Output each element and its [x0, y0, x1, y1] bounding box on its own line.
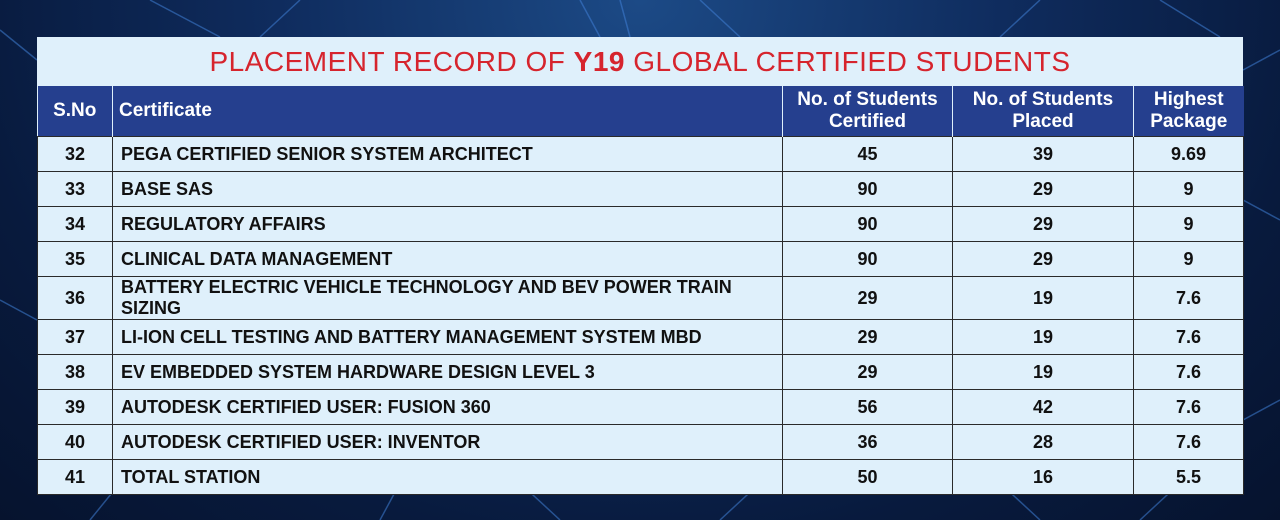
cell-certificate: REGULATORY AFFAIRS — [112, 206, 783, 242]
cell-certificate: BATTERY ELECTRIC VEHICLE TECHNOLOGY AND … — [112, 276, 783, 320]
cell-package: 7.6 — [1133, 319, 1244, 355]
cell-certified: 90 — [782, 206, 953, 242]
cell-placed: 19 — [952, 276, 1134, 320]
cell-certified: 90 — [782, 241, 953, 277]
cell-certified: 29 — [782, 319, 953, 355]
page-title: PLACEMENT RECORD OF Y19 GLOBAL CERTIFIED… — [37, 37, 1243, 86]
cell-certificate: LI-ION CELL TESTING AND BATTERY MANAGEME… — [112, 319, 783, 355]
table-row: 35 CLINICAL DATA MANAGEMENT 90 29 9 — [37, 241, 1244, 277]
table-row: 33 BASE SAS 90 29 9 — [37, 171, 1244, 207]
cell-package: 5.5 — [1133, 459, 1244, 495]
cell-package: 7.6 — [1133, 354, 1244, 390]
cell-sno: 38 — [37, 354, 113, 390]
column-header-placed: No. of Students Placed — [952, 86, 1134, 137]
cell-sno: 35 — [37, 241, 113, 277]
cell-sno: 41 — [37, 459, 113, 495]
placement-record-panel: PLACEMENT RECORD OF Y19 GLOBAL CERTIFIED… — [37, 37, 1244, 495]
table-row: 40 AUTODESK CERTIFIED USER: INVENTOR 36 … — [37, 424, 1244, 460]
cell-package: 9.69 — [1133, 136, 1244, 172]
cell-package: 7.6 — [1133, 276, 1244, 320]
column-header-sno: S.No — [37, 86, 113, 137]
cell-placed: 28 — [952, 424, 1134, 460]
table-row: 38 EV EMBEDDED SYSTEM HARDWARE DESIGN LE… — [37, 354, 1244, 390]
cell-certified: 29 — [782, 276, 953, 320]
certified-header-line2: Certified — [828, 111, 907, 132]
package-header-line2: Package — [1150, 111, 1228, 132]
cell-certified: 45 — [782, 136, 953, 172]
cell-certified: 56 — [782, 389, 953, 425]
column-header-package: Highest Package — [1133, 86, 1244, 137]
cell-certificate: EV EMBEDDED SYSTEM HARDWARE DESIGN LEVEL… — [112, 354, 783, 390]
cell-sno: 32 — [37, 136, 113, 172]
cell-placed: 19 — [952, 354, 1134, 390]
table-row: 39 AUTODESK CERTIFIED USER: FUSION 360 5… — [37, 389, 1244, 425]
cell-placed: 29 — [952, 171, 1134, 207]
cell-sno: 33 — [37, 171, 113, 207]
title-highlight: Y19 — [573, 46, 625, 77]
table-row: 37 LI-ION CELL TESTING AND BATTERY MANAG… — [37, 319, 1244, 355]
cell-certificate: PEGA CERTIFIED SENIOR SYSTEM ARCHITECT — [112, 136, 783, 172]
column-header-certified: No. of Students Certified — [782, 86, 953, 137]
placement-table: S.No Certificate No. of Students Certifi… — [37, 86, 1244, 495]
cell-certified: 36 — [782, 424, 953, 460]
title-suffix: GLOBAL CERTIFIED STUDENTS — [625, 46, 1071, 77]
cell-sno: 37 — [37, 319, 113, 355]
table-row: 41 TOTAL STATION 50 16 5.5 — [37, 459, 1244, 495]
cell-certificate: AUTODESK CERTIFIED USER: FUSION 360 — [112, 389, 783, 425]
table-row: 32 PEGA CERTIFIED SENIOR SYSTEM ARCHITEC… — [37, 136, 1244, 172]
cell-sno: 34 — [37, 206, 113, 242]
cell-sno: 39 — [37, 389, 113, 425]
cell-certificate: BASE SAS — [112, 171, 783, 207]
table-row: 36 BATTERY ELECTRIC VEHICLE TECHNOLOGY A… — [37, 276, 1244, 320]
title-prefix: PLACEMENT RECORD OF — [209, 46, 574, 77]
cell-certified: 50 — [782, 459, 953, 495]
table-row: 34 REGULATORY AFFAIRS 90 29 9 — [37, 206, 1244, 242]
cell-placed: 19 — [952, 319, 1134, 355]
placed-header-line2: Placed — [1012, 111, 1074, 132]
cell-certificate: CLINICAL DATA MANAGEMENT — [112, 241, 783, 277]
cell-placed: 29 — [952, 206, 1134, 242]
package-header-line1: Highest — [1153, 89, 1224, 110]
cell-placed: 42 — [952, 389, 1134, 425]
cell-package: 7.6 — [1133, 389, 1244, 425]
table-header-row: S.No Certificate No. of Students Certifi… — [37, 86, 1244, 137]
cell-sno: 40 — [37, 424, 113, 460]
cell-certificate: TOTAL STATION — [112, 459, 783, 495]
cell-placed: 29 — [952, 241, 1134, 277]
cell-certified: 29 — [782, 354, 953, 390]
column-header-certificate: Certificate — [112, 86, 783, 137]
cell-placed: 16 — [952, 459, 1134, 495]
cell-sno: 36 — [37, 276, 113, 320]
certified-header-line1: No. of Students — [797, 89, 938, 110]
cell-package: 9 — [1133, 171, 1244, 207]
cell-package: 9 — [1133, 241, 1244, 277]
placed-header-line1: No. of Students — [972, 89, 1114, 110]
cell-certificate: AUTODESK CERTIFIED USER: INVENTOR — [112, 424, 783, 460]
cell-package: 9 — [1133, 206, 1244, 242]
cell-placed: 39 — [952, 136, 1134, 172]
cell-package: 7.6 — [1133, 424, 1244, 460]
cell-certified: 90 — [782, 171, 953, 207]
